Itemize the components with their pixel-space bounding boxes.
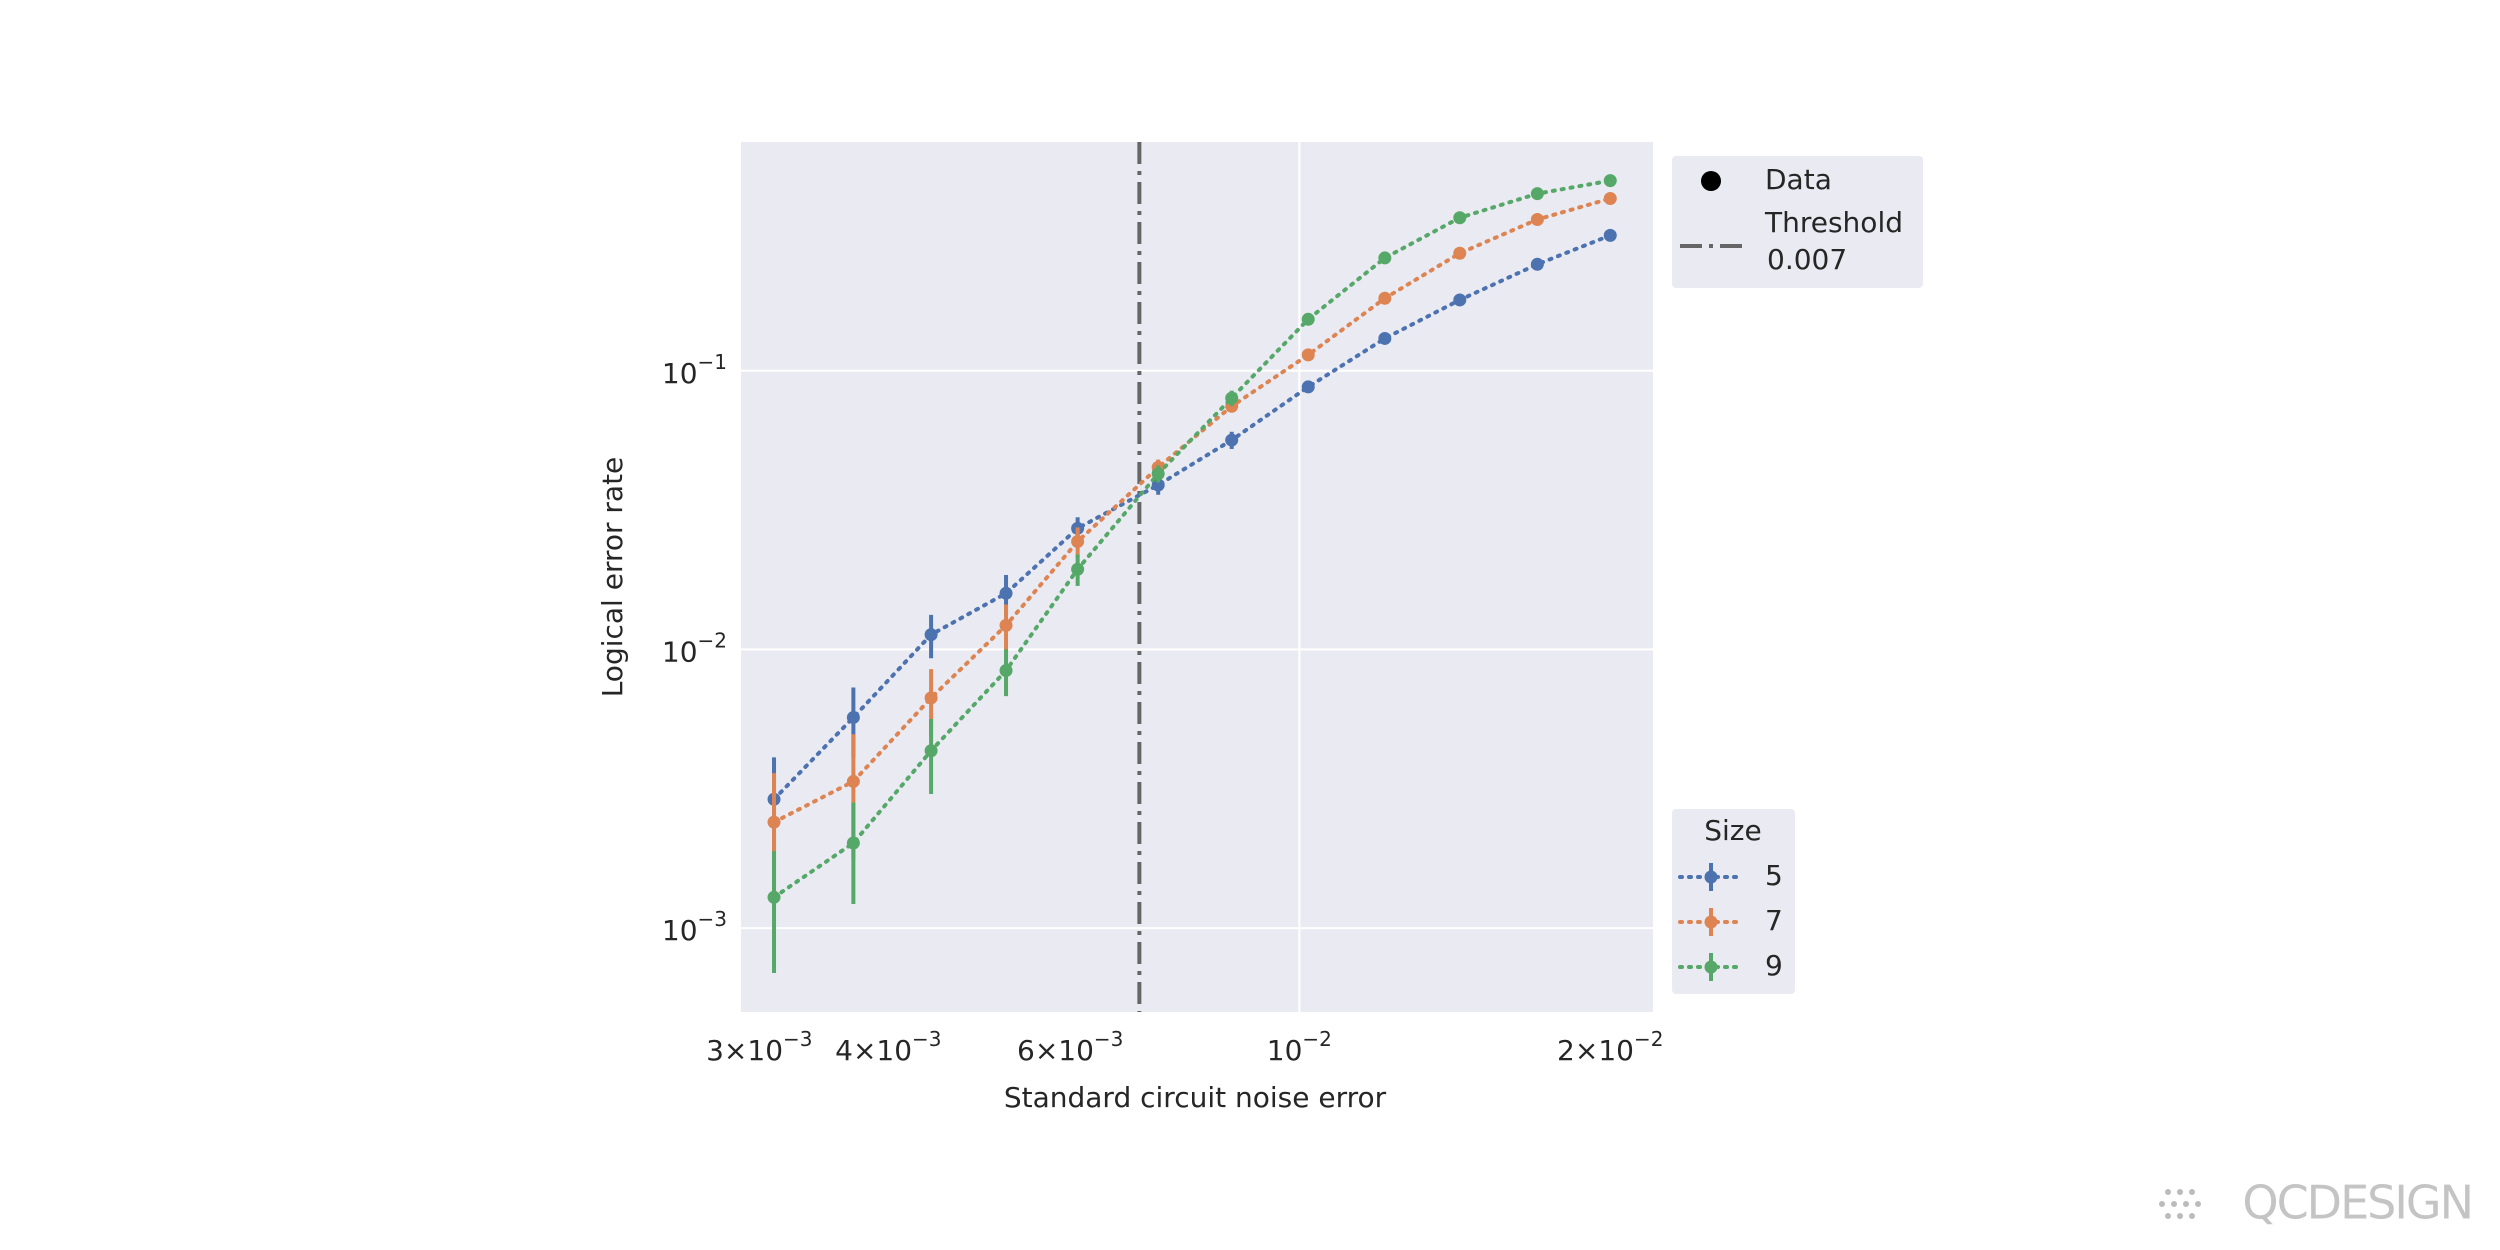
legend-marker bbox=[1704, 915, 1718, 929]
data-point bbox=[924, 691, 938, 705]
data-point bbox=[924, 744, 938, 758]
x-tick-label: 3×10−3 bbox=[706, 1027, 812, 1068]
y-tick-label: 10−2 bbox=[662, 628, 727, 669]
legend-label: 9 bbox=[1765, 949, 1783, 982]
x-tick-label: 10−2 bbox=[1267, 1027, 1332, 1068]
data-point bbox=[1301, 380, 1315, 394]
data-point bbox=[999, 586, 1013, 600]
data-point bbox=[846, 836, 860, 850]
data-point bbox=[1603, 192, 1617, 206]
series-line bbox=[772, 178, 1613, 900]
legend-title: Size bbox=[1704, 814, 1761, 847]
y-axis-label: Logical error rate bbox=[596, 457, 629, 698]
data-point bbox=[1530, 257, 1544, 271]
data-point bbox=[1453, 211, 1467, 225]
data-point bbox=[1378, 291, 1392, 305]
data-point bbox=[1378, 251, 1392, 265]
data-point bbox=[1225, 391, 1239, 405]
data-point bbox=[1301, 312, 1315, 326]
legend-label: Threshold bbox=[1764, 206, 1903, 239]
legend-label: Data bbox=[1765, 163, 1832, 196]
x-tick-label: 4×10−3 bbox=[835, 1027, 941, 1068]
data-point bbox=[1071, 562, 1085, 576]
y-tick-label: 10−3 bbox=[662, 907, 727, 948]
data-point bbox=[1151, 478, 1165, 492]
data-point bbox=[1530, 187, 1544, 201]
legend-box bbox=[1672, 809, 1795, 994]
legend-marker bbox=[1704, 870, 1718, 884]
data-point bbox=[1151, 467, 1165, 481]
data-point bbox=[767, 815, 781, 829]
data-point bbox=[1378, 331, 1392, 345]
data-point bbox=[1453, 246, 1467, 260]
series-line bbox=[772, 233, 1613, 802]
data-point bbox=[846, 710, 860, 724]
x-axis-label: Standard circuit noise error bbox=[1004, 1081, 1387, 1114]
series bbox=[767, 192, 1617, 907]
y-tick-label: 10−1 bbox=[662, 349, 727, 390]
data-point bbox=[1453, 293, 1467, 307]
legend-label: 5 bbox=[1765, 859, 1783, 892]
data-point bbox=[1071, 534, 1085, 548]
data-point bbox=[1301, 348, 1315, 362]
x-tick-label: 6×10−3 bbox=[1017, 1027, 1123, 1068]
legend-label: 0.007 bbox=[1767, 243, 1847, 276]
data-point bbox=[924, 628, 938, 642]
plot-area bbox=[741, 142, 1653, 1012]
series-line bbox=[772, 196, 1613, 825]
data-point bbox=[999, 618, 1013, 632]
x-tick-label: 2×10−2 bbox=[1557, 1027, 1663, 1068]
data-point bbox=[1603, 174, 1617, 188]
data-point bbox=[767, 890, 781, 904]
data-point bbox=[1225, 433, 1239, 447]
legend-label: 7 bbox=[1765, 904, 1783, 937]
legend-marker bbox=[1701, 171, 1721, 191]
data-point bbox=[846, 774, 860, 788]
watermark-icon bbox=[2159, 1189, 2201, 1219]
watermark: QCDESIGN bbox=[2242, 1176, 2472, 1230]
legend-marker bbox=[1704, 960, 1718, 974]
legend-box bbox=[1672, 156, 1923, 288]
data-point bbox=[999, 664, 1013, 678]
series bbox=[767, 174, 1617, 974]
data-point bbox=[1530, 212, 1544, 226]
data-point bbox=[1603, 228, 1617, 242]
